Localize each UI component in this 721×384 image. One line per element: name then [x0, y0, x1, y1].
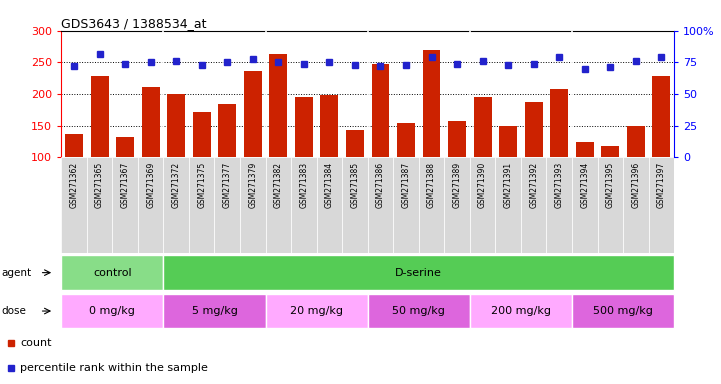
Bar: [61, 255, 164, 290]
Text: GSM271388: GSM271388: [427, 162, 436, 208]
Bar: [167, 94, 185, 157]
Bar: [601, 146, 619, 157]
Text: GSM271387: GSM271387: [402, 162, 410, 209]
Bar: [525, 102, 543, 157]
Bar: [320, 95, 338, 157]
Text: GSM271391: GSM271391: [504, 162, 513, 209]
Text: GSM271390: GSM271390: [478, 162, 487, 209]
Bar: [444, 157, 470, 253]
Text: GSM271396: GSM271396: [632, 162, 640, 209]
Bar: [65, 134, 83, 157]
Bar: [342, 157, 368, 253]
Bar: [189, 157, 215, 253]
Bar: [295, 97, 313, 157]
Bar: [112, 157, 138, 253]
Text: GSM271383: GSM271383: [299, 162, 309, 209]
Text: 200 mg/kg: 200 mg/kg: [491, 306, 551, 316]
Text: count: count: [20, 338, 52, 348]
Text: GSM271389: GSM271389: [453, 162, 461, 209]
Bar: [627, 126, 645, 157]
Bar: [470, 157, 495, 253]
Bar: [87, 157, 112, 253]
Bar: [164, 294, 265, 328]
Bar: [448, 121, 466, 157]
Bar: [291, 157, 317, 253]
Bar: [91, 76, 109, 157]
Text: GSM271379: GSM271379: [248, 162, 257, 209]
Text: dose: dose: [1, 306, 27, 316]
Bar: [393, 157, 419, 253]
Bar: [244, 71, 262, 157]
Text: 5 mg/kg: 5 mg/kg: [192, 306, 237, 316]
Bar: [572, 294, 674, 328]
Bar: [193, 112, 211, 157]
Text: GSM271392: GSM271392: [529, 162, 538, 209]
Text: 500 mg/kg: 500 mg/kg: [593, 306, 653, 316]
Bar: [572, 157, 598, 253]
Bar: [265, 157, 291, 253]
Bar: [576, 142, 593, 157]
Bar: [470, 294, 572, 328]
Bar: [623, 157, 649, 253]
Bar: [215, 157, 240, 253]
Bar: [499, 126, 517, 157]
Text: GDS3643 / 1388534_at: GDS3643 / 1388534_at: [61, 17, 207, 30]
Text: agent: agent: [1, 268, 32, 278]
Bar: [142, 87, 159, 157]
Bar: [240, 157, 265, 253]
Bar: [521, 157, 547, 253]
Bar: [368, 294, 470, 328]
Text: GSM271384: GSM271384: [325, 162, 334, 209]
Bar: [317, 157, 342, 253]
Text: GSM271386: GSM271386: [376, 162, 385, 209]
Bar: [653, 76, 671, 157]
Bar: [371, 64, 389, 157]
Text: GSM271372: GSM271372: [172, 162, 181, 209]
Text: GSM271365: GSM271365: [95, 162, 104, 209]
Text: GSM271377: GSM271377: [223, 162, 231, 209]
Bar: [164, 157, 189, 253]
Text: GSM271385: GSM271385: [350, 162, 360, 209]
Bar: [61, 294, 164, 328]
Bar: [346, 130, 364, 157]
Text: D-serine: D-serine: [395, 268, 442, 278]
Bar: [265, 294, 368, 328]
Bar: [61, 157, 87, 253]
Bar: [270, 54, 287, 157]
Bar: [218, 104, 236, 157]
Bar: [474, 97, 492, 157]
Bar: [164, 255, 674, 290]
Text: GSM271394: GSM271394: [580, 162, 589, 209]
Bar: [598, 157, 623, 253]
Text: GSM271397: GSM271397: [657, 162, 666, 209]
Text: 50 mg/kg: 50 mg/kg: [392, 306, 446, 316]
Bar: [368, 157, 393, 253]
Text: GSM271375: GSM271375: [198, 162, 206, 209]
Bar: [138, 157, 164, 253]
Bar: [550, 89, 568, 157]
Text: 20 mg/kg: 20 mg/kg: [290, 306, 343, 316]
Bar: [423, 50, 441, 157]
Bar: [547, 157, 572, 253]
Bar: [397, 122, 415, 157]
Text: control: control: [93, 268, 132, 278]
Text: 0 mg/kg: 0 mg/kg: [89, 306, 136, 316]
Text: GSM271367: GSM271367: [120, 162, 130, 209]
Text: GSM271382: GSM271382: [274, 162, 283, 208]
Text: GSM271395: GSM271395: [606, 162, 615, 209]
Text: GSM271362: GSM271362: [69, 162, 79, 209]
Bar: [419, 157, 444, 253]
Bar: [116, 137, 134, 157]
Bar: [649, 157, 674, 253]
Text: GSM271393: GSM271393: [554, 162, 564, 209]
Bar: [495, 157, 521, 253]
Text: percentile rank within the sample: percentile rank within the sample: [20, 362, 208, 373]
Text: GSM271369: GSM271369: [146, 162, 155, 209]
